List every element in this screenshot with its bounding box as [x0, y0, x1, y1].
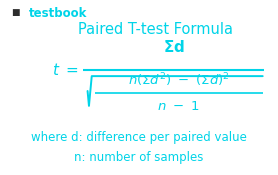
Text: $t\ =$: $t\ =$: [52, 62, 79, 78]
Text: where d: difference per paired value: where d: difference per paired value: [31, 131, 247, 144]
Text: $n(\Sigma d^2)\ -\ (\Sigma d)^2$: $n(\Sigma d^2)\ -\ (\Sigma d)^2$: [128, 72, 230, 89]
Text: testbook: testbook: [29, 7, 88, 20]
Text: n: number of samples: n: number of samples: [74, 151, 204, 164]
Text: $n\ -\ 1$: $n\ -\ 1$: [157, 100, 200, 113]
Text: $\mathbf{\Sigma d}$: $\mathbf{\Sigma d}$: [163, 39, 185, 55]
Text: ■: ■: [11, 8, 20, 17]
Text: Paired T-test Formula: Paired T-test Formula: [78, 22, 233, 37]
